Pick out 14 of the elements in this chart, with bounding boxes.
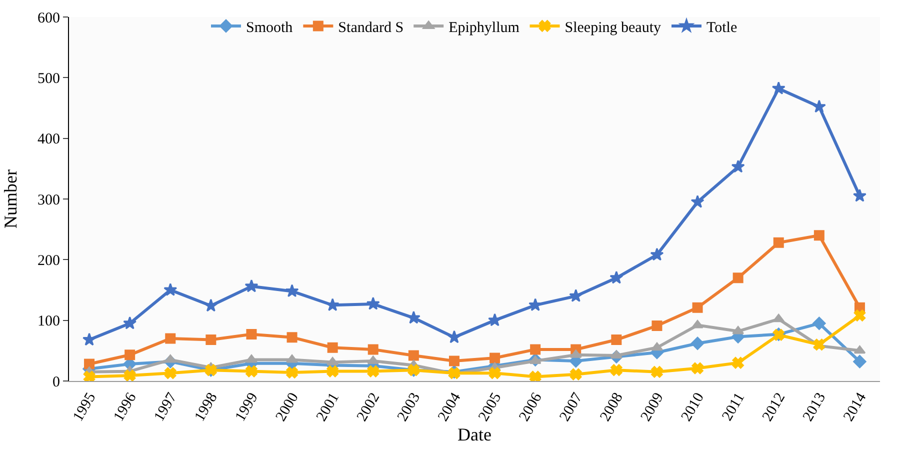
y-axis-title: Number: [0, 170, 21, 228]
x-axis-title: Date: [458, 424, 492, 444]
y-tick-label: 600: [38, 10, 60, 26]
legend-label: Sleeping beauty: [564, 20, 662, 36]
y-tick-label: 0: [52, 374, 60, 390]
y-tick-label: 400: [38, 132, 60, 148]
y-tick-label: 500: [38, 70, 60, 87]
legend-label: Smooth: [246, 20, 294, 36]
y-tick-label: 200: [38, 252, 60, 269]
legend-label: Epiphyllum: [448, 20, 520, 36]
y-tick-label: 100: [38, 314, 60, 330]
legend-label: Totle: [706, 20, 738, 36]
legend-label: Standard S: [338, 20, 404, 36]
y-tick-label: 300: [38, 192, 60, 208]
